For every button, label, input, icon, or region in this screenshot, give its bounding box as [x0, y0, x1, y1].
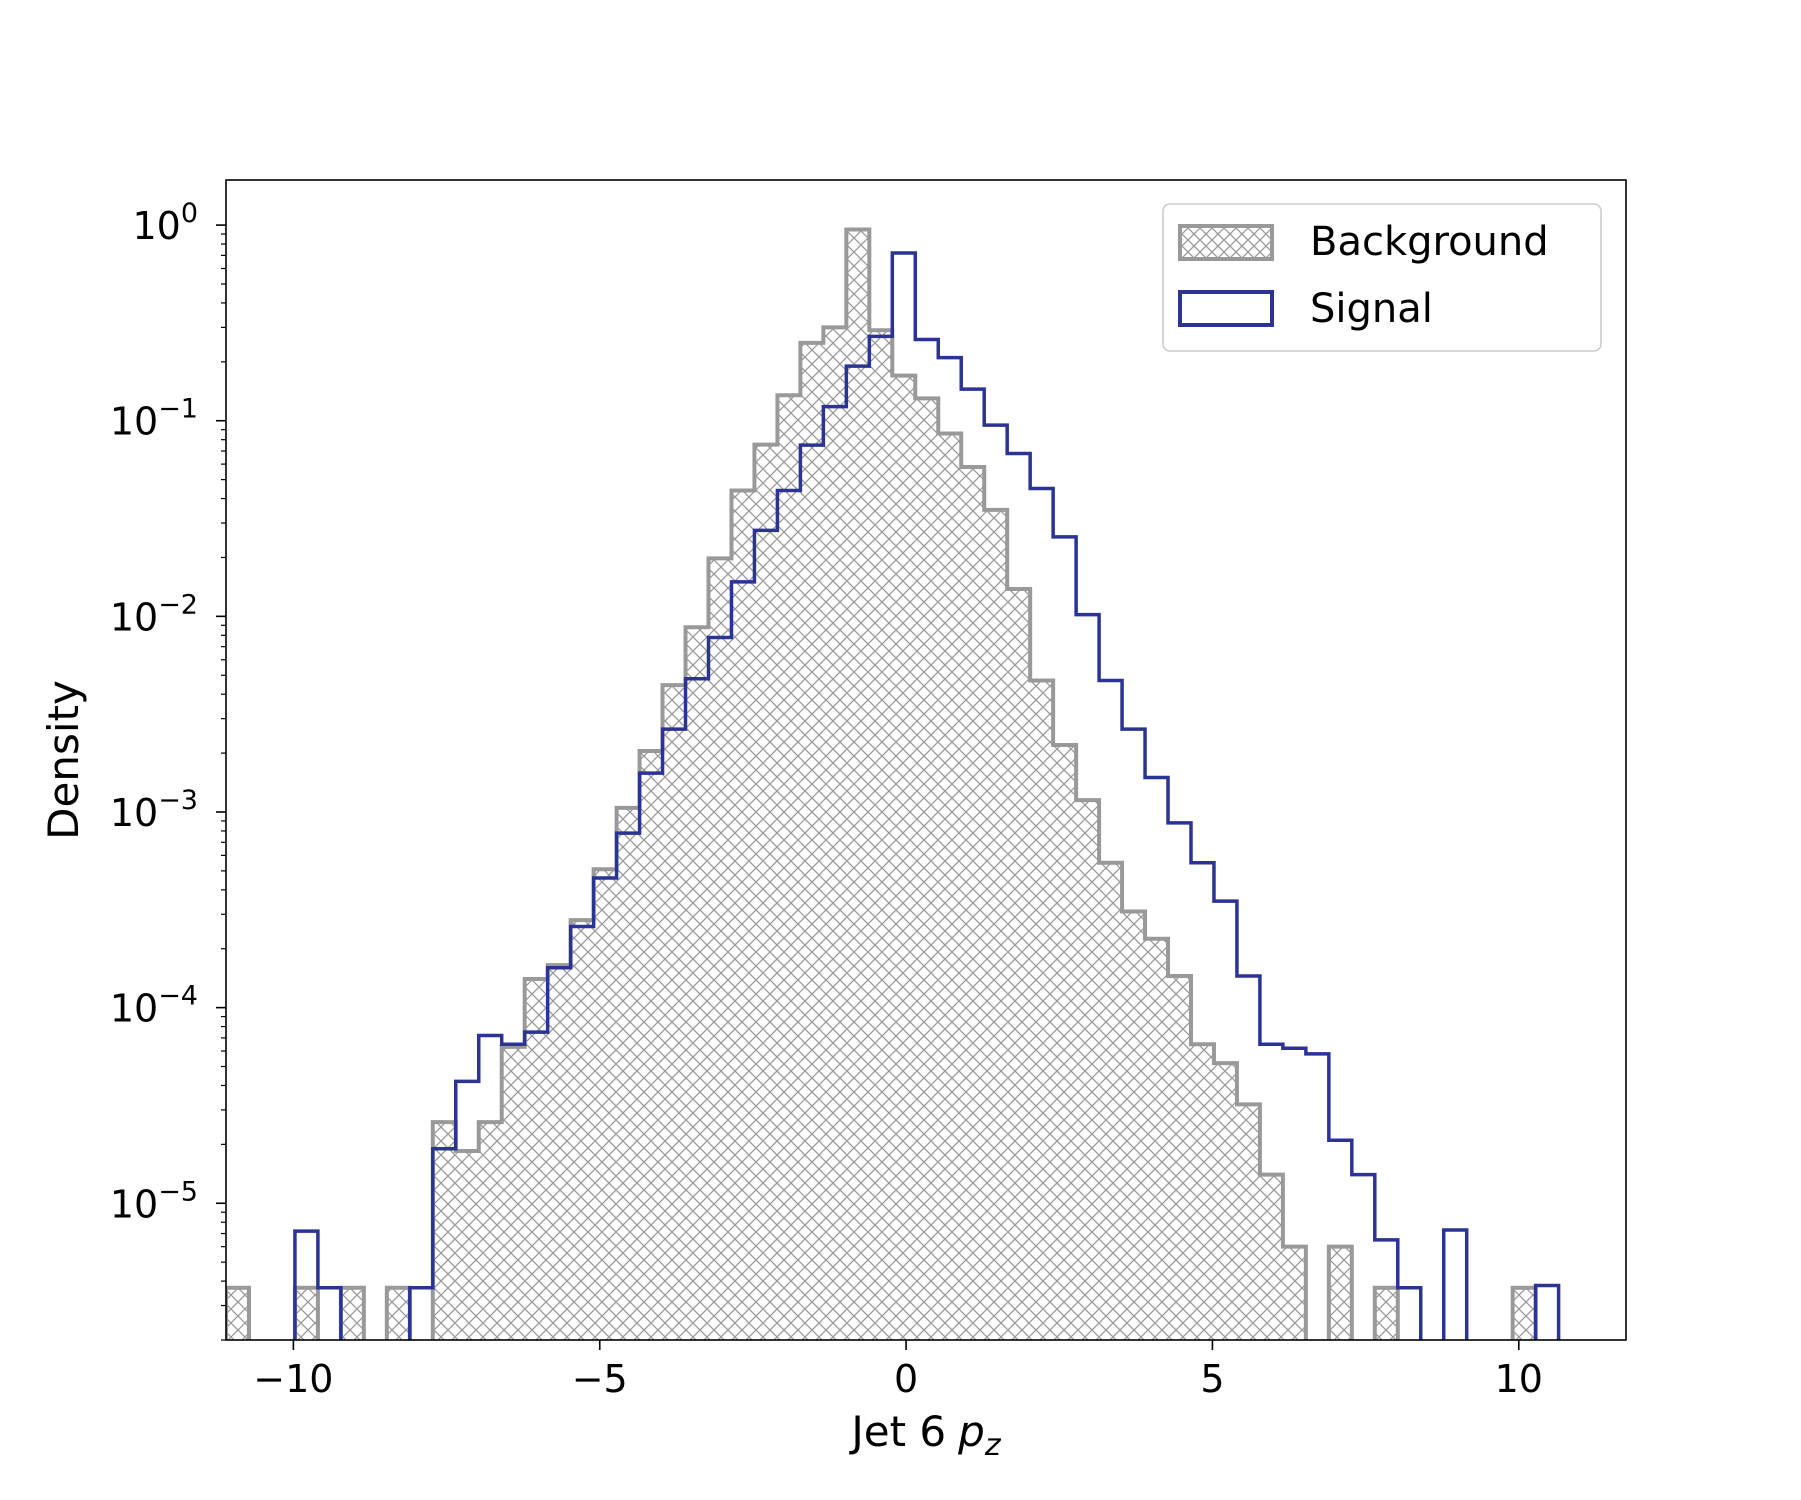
series-outline-signal: [293, 251, 1561, 1340]
background-bar: [294, 1287, 318, 1340]
background-bar: [846, 229, 870, 1340]
background-bar: [1030, 680, 1054, 1340]
background-bar: [432, 1122, 456, 1340]
x-axis-title-symbol: p: [957, 1407, 985, 1456]
background-bar: [570, 920, 594, 1340]
legend-label-background: Background: [1310, 219, 1549, 265]
series-signal: [293, 251, 1561, 1340]
series-background: [226, 227, 1538, 1340]
background-bar: [524, 979, 548, 1340]
background-bar: [1099, 862, 1123, 1340]
legend: Background Signal: [1162, 203, 1602, 352]
x-tick-label: −10: [253, 1357, 333, 1401]
background-bar: [1007, 588, 1031, 1340]
background-bar: [1259, 1174, 1283, 1340]
x-tick-label: 0: [894, 1357, 918, 1401]
y-tick-label: 100: [132, 198, 198, 248]
background-bar: [478, 1122, 502, 1340]
x-axis: −10 −5 0 5 10: [253, 1340, 1543, 1401]
background-bar: [226, 1287, 249, 1340]
background-bar: [800, 342, 824, 1340]
background-bar: [1168, 976, 1191, 1340]
x-tick-label: 5: [1200, 1357, 1224, 1401]
background-bar: [915, 398, 939, 1340]
y-tick-label: 10−5: [110, 1176, 198, 1226]
x-tick-label: 10: [1495, 1357, 1543, 1401]
background-bar: [754, 444, 778, 1340]
background-bar: [1213, 1063, 1237, 1340]
y-tick-label: 10−1: [110, 394, 198, 444]
y-tick-label: 10−4: [110, 981, 198, 1031]
background-bar: [1236, 1104, 1260, 1340]
y-tick-label: 10−2: [110, 589, 198, 639]
background-bar: [984, 509, 1008, 1340]
y-axis: 10−5 10−4 10−3 10−2 10−1 100: [110, 198, 226, 1341]
background-bar: [708, 558, 732, 1340]
legend-swatch-background: [1178, 224, 1274, 261]
background-bar: [1328, 1246, 1352, 1340]
background-bar: [616, 807, 640, 1340]
background-bar: [340, 1287, 364, 1340]
background-bar: [1053, 744, 1077, 1340]
background-bar: [455, 1150, 479, 1340]
background-bar: [1374, 1287, 1398, 1340]
background-bar: [662, 685, 686, 1340]
background-bar: [1512, 1287, 1536, 1340]
background-bar: [869, 330, 893, 1340]
background-bar: [777, 395, 801, 1340]
background-bar: [823, 327, 847, 1340]
y-tick-label: 10−3: [110, 785, 198, 835]
series-layer: [226, 227, 1561, 1340]
background-bar: [731, 490, 755, 1340]
background-bar: [1076, 800, 1100, 1340]
legend-swatch-signal: [1178, 290, 1274, 327]
background-bar: [938, 433, 962, 1340]
series-outline-background: [226, 227, 1538, 1340]
legend-label-signal: Signal: [1310, 286, 1433, 332]
background-bar: [1145, 938, 1169, 1340]
background-bar: [547, 965, 571, 1340]
background-bar: [1282, 1246, 1306, 1340]
background-bar: [892, 375, 916, 1340]
background-bar: [1122, 911, 1146, 1340]
x-axis-title-main: Jet 6: [848, 1407, 946, 1456]
background-bar: [685, 627, 709, 1340]
background-bar: [639, 750, 663, 1340]
x-axis-title: Jet 6 pz: [848, 1407, 1001, 1463]
x-axis-title-subscript: z: [984, 1428, 1002, 1463]
background-bar: [961, 467, 985, 1340]
x-tick-label: −5: [572, 1357, 628, 1401]
background-bar: [386, 1287, 410, 1340]
background-bar: [501, 1046, 525, 1340]
background-bar: [1190, 1044, 1214, 1340]
plot-frame: [225, 179, 1627, 1341]
background-bar: [593, 869, 617, 1340]
y-axis-title: Density: [39, 680, 88, 840]
